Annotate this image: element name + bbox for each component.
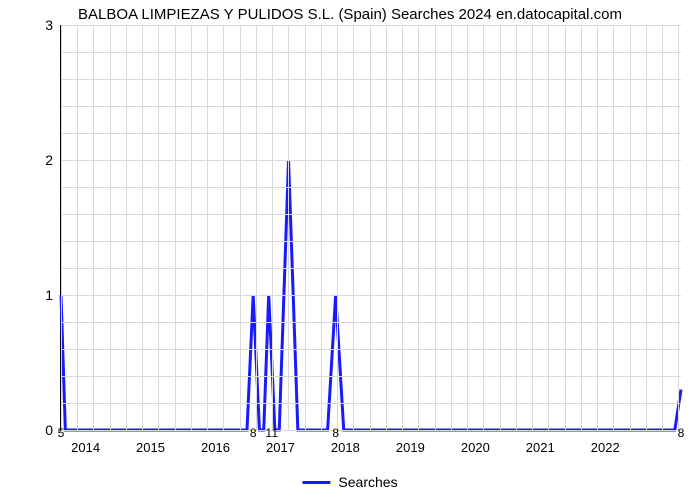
chart-title: BALBOA LIMPIEZAS Y PULIDOS S.L. (Spain) … bbox=[0, 6, 700, 23]
point-label: 8 bbox=[678, 426, 685, 440]
x-tick-label: 2016 bbox=[201, 440, 230, 455]
legend-label: Searches bbox=[338, 474, 397, 490]
x-tick-label: 2022 bbox=[591, 440, 620, 455]
x-tick-label: 2019 bbox=[396, 440, 425, 455]
legend: Searches bbox=[302, 474, 397, 490]
point-label: 1 bbox=[272, 426, 279, 440]
x-tick-label: 2017 bbox=[266, 440, 295, 455]
x-tick-label: 2014 bbox=[71, 440, 100, 455]
y-tick-label: 0 bbox=[45, 422, 53, 438]
plot-area: 0123201420152016201720182019202020212022… bbox=[60, 25, 681, 431]
legend-swatch bbox=[302, 481, 330, 484]
y-tick-label: 3 bbox=[45, 17, 53, 33]
line-series bbox=[61, 25, 681, 430]
point-label: 5 bbox=[58, 426, 65, 440]
x-tick-label: 2018 bbox=[331, 440, 360, 455]
chart-container: { "title": "BALBOA LIMPIEZAS Y PULIDOS S… bbox=[0, 0, 700, 500]
x-tick-label: 2021 bbox=[526, 440, 555, 455]
point-label: 8 bbox=[332, 426, 339, 440]
x-tick-label: 2020 bbox=[461, 440, 490, 455]
point-label: 8 bbox=[250, 426, 257, 440]
x-tick-label: 2015 bbox=[136, 440, 165, 455]
y-tick-label: 1 bbox=[45, 287, 53, 303]
y-tick-label: 2 bbox=[45, 152, 53, 168]
